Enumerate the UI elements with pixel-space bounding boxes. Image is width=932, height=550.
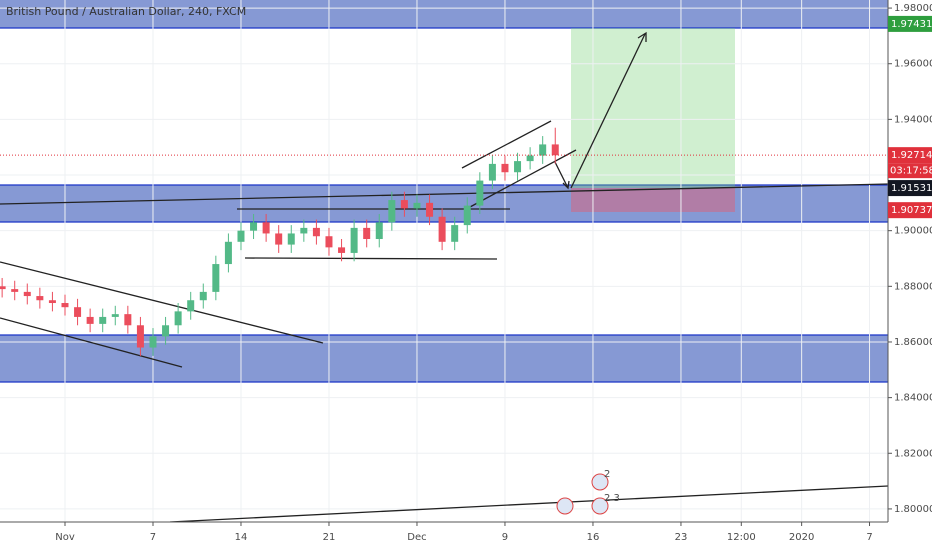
candle-body bbox=[338, 247, 346, 253]
candle-body bbox=[312, 227, 320, 237]
event-icon bbox=[556, 497, 574, 515]
candle-body bbox=[224, 241, 232, 265]
candle-body bbox=[526, 155, 534, 162]
candle-body bbox=[149, 336, 157, 348]
candle-body bbox=[124, 314, 132, 326]
candle-body bbox=[262, 222, 270, 234]
candle-body bbox=[11, 289, 19, 292]
event-label: 2 bbox=[604, 469, 610, 480]
chart-title: British Pound / Australian Dollar, 240, … bbox=[6, 5, 246, 18]
candle-body bbox=[514, 161, 522, 173]
y-tick-label: 1.82000 bbox=[894, 448, 932, 459]
candle-body bbox=[199, 291, 207, 301]
loss-zone bbox=[571, 188, 735, 212]
candle-body bbox=[36, 296, 44, 301]
price-tag bbox=[888, 202, 932, 219]
price-tag bbox=[888, 15, 932, 32]
x-tick-label: 14 bbox=[235, 532, 248, 543]
y-tick-label: 1.86000 bbox=[894, 337, 932, 348]
candle-body bbox=[488, 163, 496, 181]
time-axis bbox=[0, 522, 888, 550]
x-tick-label: 7 bbox=[150, 532, 156, 543]
x-tick-label: 23 bbox=[675, 532, 688, 543]
candle-body bbox=[61, 303, 69, 308]
candle-body bbox=[539, 144, 547, 156]
candle-body bbox=[375, 222, 383, 240]
candle-body bbox=[74, 307, 82, 317]
x-tick-label: 16 bbox=[587, 532, 600, 543]
candle-body bbox=[174, 311, 182, 326]
y-tick-label: 1.88000 bbox=[894, 281, 932, 292]
x-tick-label: 9 bbox=[502, 532, 508, 543]
x-tick-label: 2020 bbox=[789, 532, 814, 543]
countdown-tag bbox=[888, 163, 932, 179]
profit-zone bbox=[571, 28, 735, 188]
candle-body bbox=[237, 230, 245, 242]
candle-body bbox=[99, 316, 107, 324]
drawings bbox=[0, 31, 889, 523]
price-tag-label: 1.97431 bbox=[891, 19, 932, 30]
x-tick-label: 12:00 bbox=[727, 532, 756, 543]
candle-body bbox=[136, 325, 144, 348]
candle-body bbox=[162, 325, 170, 337]
y-tick-label: 1.94000 bbox=[894, 114, 932, 125]
events: 2 2 3 bbox=[556, 469, 620, 515]
candle-body bbox=[476, 180, 484, 206]
candle-body bbox=[413, 202, 421, 209]
candle-body bbox=[388, 200, 396, 223]
candle-body bbox=[275, 233, 283, 245]
candle-body bbox=[400, 200, 408, 209]
candle-body bbox=[363, 227, 371, 240]
position-box bbox=[571, 28, 735, 212]
candle-body bbox=[23, 291, 31, 297]
x-tick-label: 21 bbox=[323, 532, 336, 543]
price-axis bbox=[888, 0, 932, 550]
candle-body bbox=[86, 316, 94, 324]
candle-body bbox=[187, 300, 195, 312]
countdown: 03:17:58 bbox=[890, 166, 932, 177]
candle-body bbox=[426, 202, 434, 217]
zones bbox=[0, 0, 888, 383]
candle-body bbox=[501, 163, 509, 173]
event-label: 2 3 bbox=[604, 493, 620, 504]
candle-body bbox=[463, 205, 471, 226]
price-tag bbox=[888, 180, 932, 197]
price-tag-label: 1.91531 bbox=[891, 183, 932, 194]
y-tick-label: 1.96000 bbox=[894, 59, 932, 70]
candle-body bbox=[451, 225, 459, 242]
x-tick-label: Dec bbox=[407, 532, 426, 543]
candle-body bbox=[287, 233, 295, 245]
candle-body bbox=[350, 227, 358, 253]
event-icon bbox=[591, 473, 609, 491]
event-icon bbox=[591, 497, 609, 515]
y-tick-label: 1.98000 bbox=[894, 3, 932, 14]
candle-body bbox=[325, 236, 333, 248]
x-tick-label: 7 bbox=[866, 532, 872, 543]
y-tick-label: 1.84000 bbox=[894, 393, 932, 404]
zone bbox=[0, 0, 888, 28]
y-tick-label: 1.80000 bbox=[894, 504, 932, 515]
x-tick-label: Nov bbox=[55, 532, 75, 543]
candle-body bbox=[438, 216, 446, 242]
candle-body bbox=[551, 144, 559, 156]
candle-body bbox=[48, 300, 56, 304]
candle-body bbox=[300, 227, 308, 234]
candle-body bbox=[0, 286, 6, 290]
candle-body bbox=[111, 314, 119, 317]
y-tick-label: 1.90000 bbox=[894, 226, 932, 237]
price-tag-label: 1.90737 bbox=[891, 205, 932, 216]
zone bbox=[0, 185, 888, 222]
price-tag-label: 1.92714 bbox=[891, 150, 932, 161]
price-tag bbox=[888, 147, 932, 164]
candle-body bbox=[250, 222, 258, 231]
candle-body bbox=[212, 264, 220, 292]
